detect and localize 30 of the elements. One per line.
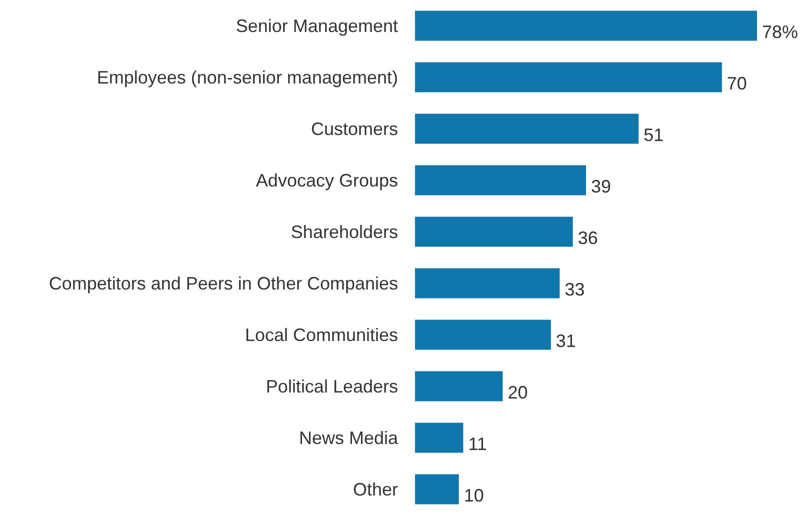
data-label: 20	[508, 382, 528, 402]
y-tick-label: News Media	[298, 428, 399, 448]
data-label: 11	[468, 434, 487, 454]
data-label: 78%	[762, 22, 798, 42]
y-tick-label: Shareholders	[290, 222, 398, 242]
bar	[415, 371, 503, 402]
bar	[415, 114, 639, 144]
data-label: 70	[726, 73, 747, 94]
data-label: 31	[556, 330, 576, 351]
y-tick-label: Competitors and Peers in Other Companies	[48, 273, 398, 294]
y-tick-label: Employees (non-senior management)	[96, 67, 398, 88]
bar	[415, 62, 722, 92]
data-label: 39	[591, 176, 612, 196]
bar	[415, 216, 573, 247]
data-label: 10	[464, 485, 484, 506]
bar	[415, 10, 757, 41]
y-tick-label: Advocacy Groups	[256, 170, 398, 190]
bar	[415, 422, 464, 453]
bar	[415, 165, 586, 196]
y-tick-label: Senior Management	[236, 16, 398, 36]
data-label: 33	[564, 279, 585, 300]
data-label: 51	[644, 124, 664, 145]
y-tick-label: Political Leaders	[266, 376, 398, 396]
bar	[415, 474, 459, 504]
data-label: 36	[578, 228, 598, 248]
bar	[415, 268, 560, 298]
y-tick-label: Customers	[310, 118, 398, 139]
y-tick-label: Other	[352, 479, 398, 500]
y-tick-label: Local Communities	[244, 324, 398, 345]
bar	[415, 320, 551, 350]
